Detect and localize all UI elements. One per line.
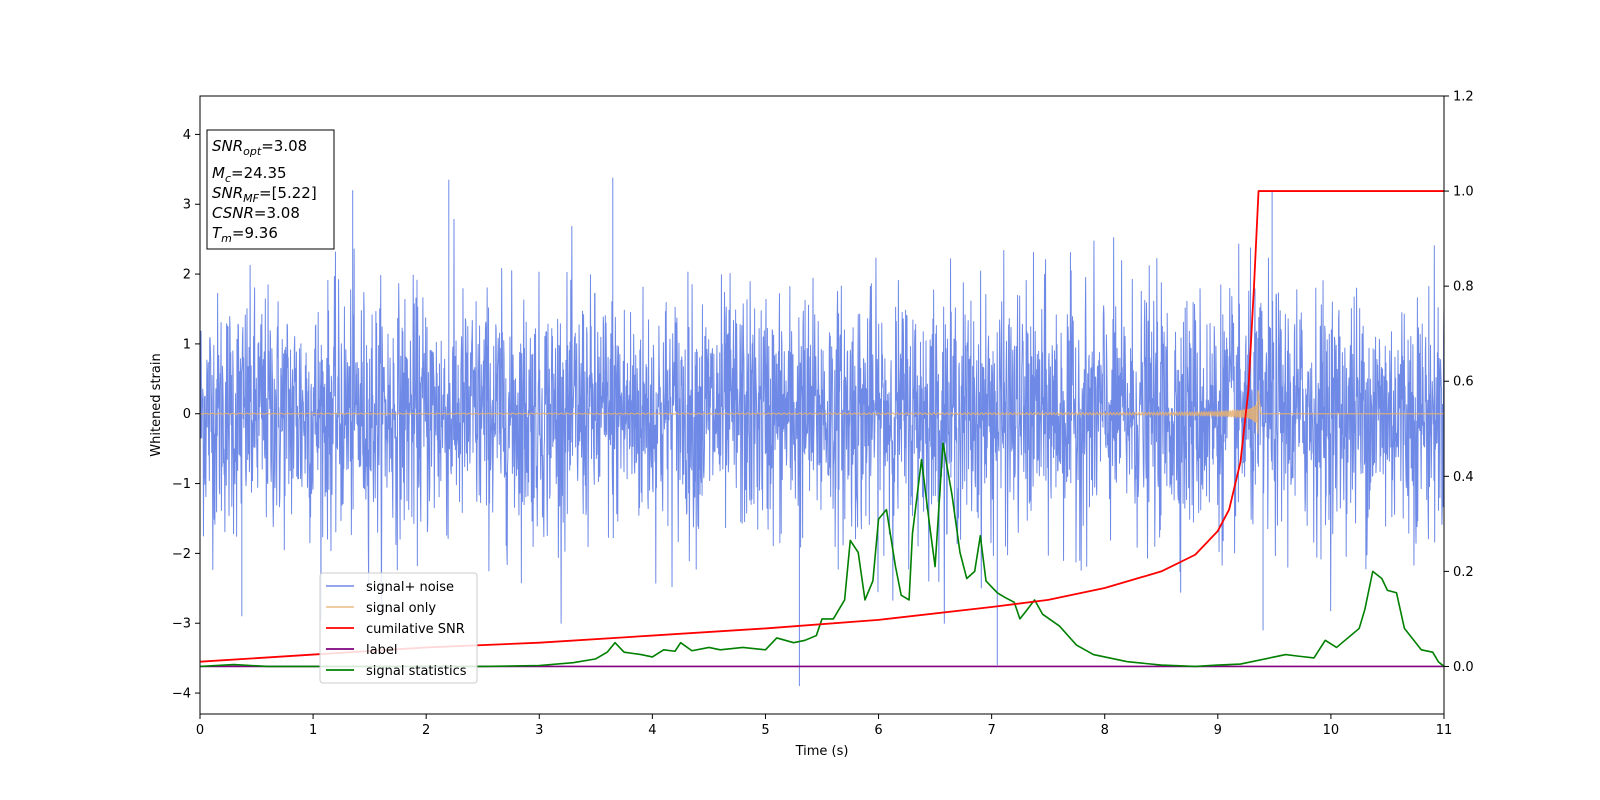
- y-tick-label: −1: [172, 477, 191, 492]
- y2-tick-label: 0.2: [1453, 565, 1474, 580]
- legend-entry: label: [366, 643, 397, 658]
- annotation-mc: Mc=24.35: [212, 164, 287, 185]
- x-tick-label: 8: [1101, 723, 1109, 738]
- x-tick-label: 0: [196, 723, 204, 738]
- series-signal-noise: [200, 177, 1444, 687]
- y2-tick-label: 0.6: [1453, 375, 1474, 390]
- annotation-frame: [206, 129, 335, 250]
- y2-tick-label: 0.0: [1453, 660, 1474, 675]
- x-tick-label: 4: [648, 723, 656, 738]
- series-cumulative-snr: [200, 190, 1444, 663]
- x-tick-label: 7: [987, 723, 995, 738]
- y-tick-label: 2: [183, 268, 191, 283]
- legend-entry: cumilative SNR: [366, 622, 465, 637]
- series-signal-statistics: [200, 442, 1444, 668]
- annotation-snr-opt: SNRopt=3.08: [212, 137, 307, 158]
- x-tick-label: 2: [422, 723, 430, 738]
- series-signal-only: [200, 390, 1444, 434]
- x-tick-label: 6: [874, 723, 882, 738]
- annotation-snr-mf: SNRMF=[5.22]: [212, 184, 317, 205]
- y-tick-label: 3: [183, 198, 191, 213]
- y-tick-label: −2: [172, 547, 191, 562]
- legend-entry: signal statistics: [366, 664, 467, 679]
- annotation-tm: Tm=9.36: [212, 224, 278, 245]
- legend-entry: signal only: [366, 601, 436, 616]
- y2-tick-label: 1.2: [1453, 90, 1474, 105]
- y2-tick-label: 0.8: [1453, 280, 1474, 295]
- y-tick-label: −3: [172, 617, 191, 632]
- y-axis-right: 0.0 0.2 0.4 0.6 0.8 1.0 1.2: [1444, 90, 1474, 675]
- y2-tick-label: 1.0: [1453, 185, 1474, 200]
- legend: signal+ noise signal only cumilative SNR la…: [319, 572, 478, 684]
- y2-tick-label: 0.4: [1453, 470, 1474, 485]
- axes-frame: [199, 95, 1445, 715]
- plot-area: [200, 177, 1444, 687]
- x-axis-label: Time (s): [795, 744, 849, 759]
- legend-entry: signal+ noise: [366, 580, 454, 595]
- y-tick-label: 0: [183, 407, 191, 422]
- y-tick-label: 4: [183, 128, 191, 143]
- x-tick-label: 3: [535, 723, 543, 738]
- y-tick-label: −4: [172, 687, 191, 702]
- x-axis: 0 1 2 3 4 5 6 7 8 9 10 11: [196, 714, 1452, 738]
- y-axis-label: Whitened strain: [149, 353, 164, 456]
- y-tick-label: 1: [183, 337, 191, 352]
- x-tick-label: 10: [1323, 723, 1340, 738]
- legend-frame: [319, 572, 478, 684]
- x-tick-label: 5: [761, 723, 769, 738]
- x-tick-label: 1: [309, 723, 317, 738]
- x-tick-label: 9: [1214, 723, 1222, 738]
- stats-annotation-box: SNRopt=3.08 Mc=24.35 SNRMF=[5.22] CSNR=3…: [206, 129, 335, 250]
- annotation-csnr: CSNR=3.08: [212, 204, 300, 222]
- x-tick-label: 11: [1436, 723, 1453, 738]
- y-axis-left: −4 −3 −2 −1 0 1 2 3 4: [172, 128, 200, 702]
